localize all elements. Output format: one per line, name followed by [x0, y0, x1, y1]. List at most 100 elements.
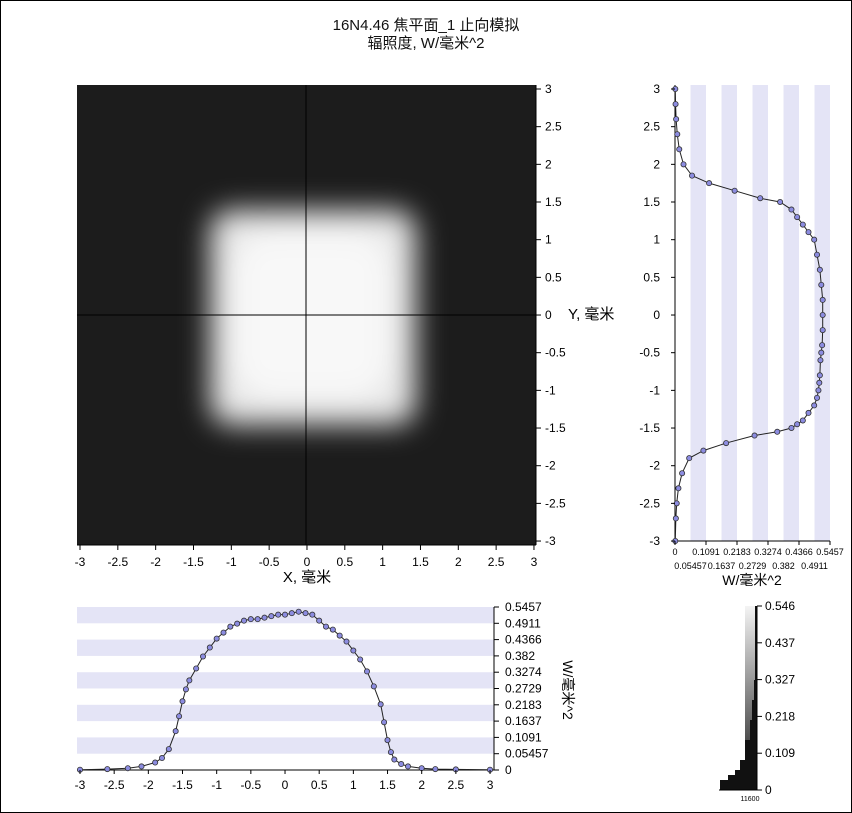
hprofile-x-tick-label: -3 — [75, 778, 86, 792]
map-x-tick-label: -1 — [226, 555, 237, 569]
colorbar-tick-label: 0 — [765, 783, 772, 797]
hprofile-y-tick-label: 0.4911 — [505, 616, 541, 630]
map-x-ticks: -3 -2.5 -2 -1.5 -1 -0.5 0 0.5 1 1.5 2 2.5 3 — [75, 545, 538, 569]
map-y-tick-label: -1 — [545, 383, 556, 397]
colorbar-tick-label: 0.546 — [765, 599, 795, 613]
colorbar-count: 11600 — [741, 796, 760, 803]
vprofile-x-label: W/毫米^2 — [722, 572, 782, 588]
profile-band — [783, 85, 799, 541]
map-x-tick-label: 1.5 — [412, 555, 429, 569]
hprofile-point — [302, 610, 309, 617]
hprofile-point — [261, 614, 268, 621]
hprofile-point — [377, 701, 384, 708]
profile-bands — [690, 85, 830, 541]
vprofile-y-tick-label: -3 — [649, 534, 660, 548]
hprofile-x-tick-label: -1 — [211, 778, 222, 792]
hprofile-point — [404, 763, 411, 770]
hprofile-point — [227, 623, 234, 630]
vprofile-y-tick-label: 2.5 — [643, 120, 660, 134]
vprofile-x-tick-label: 0.05457 — [674, 561, 707, 571]
hprofile-x-ticks: -3 -2.5 -2 -1.5 -1 -0.5 0 0.5 1 1.5 2 2.5 3 — [75, 770, 494, 792]
hprofile-point — [186, 677, 193, 684]
hprofile-y-tick-label: 0.2729 — [505, 682, 542, 696]
vprofile-point — [816, 379, 823, 386]
hprofile-y-tick-label: 0.05457 — [505, 747, 549, 761]
vprofile-y-tick-label: 1.5 — [643, 195, 660, 209]
vprofile-point — [818, 281, 825, 288]
vprofile-point — [680, 161, 687, 168]
vprofile-point — [751, 432, 758, 439]
vprofile-point — [814, 251, 821, 258]
hprofile-point — [384, 737, 391, 744]
map-x-label: X, 毫米 — [283, 568, 331, 586]
hprofile-point — [387, 749, 394, 756]
hprofile-point — [432, 766, 439, 773]
colorbar-tick-label: 0.218 — [765, 709, 795, 723]
hprofile-y-tick-label: 0.4366 — [505, 633, 542, 647]
vprofile-point — [706, 180, 713, 187]
vprofile-y-tick-label: -1.5 — [639, 421, 660, 435]
vprofile-point — [676, 146, 683, 153]
vprofile-point — [777, 198, 784, 205]
vprofile-point — [794, 214, 801, 221]
map-y-tick-label: 1 — [545, 233, 552, 247]
vprofile-y-tick-label: 0 — [653, 308, 660, 322]
hprofile-x-tick-label: -1.5 — [172, 778, 193, 792]
map-x-tick-label: 2.5 — [488, 555, 505, 569]
chart-title: 16N4.46 焦平面_1 止向模拟 — [332, 17, 520, 34]
hprofile-x-tick-label: 2 — [418, 778, 425, 792]
hprofile-point — [172, 728, 179, 735]
vprofile-point — [675, 485, 682, 492]
vprofile-point — [774, 428, 781, 435]
vprofile-x-tick-label: 0.5457 — [816, 547, 844, 557]
map-y-tick-label: -2.5 — [545, 496, 566, 510]
map-y-tick-label: -3 — [545, 534, 556, 548]
vprofile-point — [819, 311, 826, 318]
map-x-tick-label: 0.5 — [336, 555, 353, 569]
vprofile-point — [819, 327, 826, 334]
vprofile-point — [686, 455, 693, 462]
vprofile-point — [672, 515, 679, 522]
vprofile-line — [674, 88, 824, 542]
vertical-profile-series — [672, 86, 826, 545]
colorbar — [719, 606, 758, 791]
hprofile-point — [350, 647, 357, 654]
horizontal-profile-series — [77, 608, 493, 773]
hprofile-point — [322, 623, 329, 630]
hprofile-point — [193, 665, 200, 672]
hprofile-point — [309, 611, 316, 618]
hprofile-x-tick-label: 1 — [350, 778, 357, 792]
hprofile-point — [220, 629, 227, 636]
map-y-tick-label: -0.5 — [545, 346, 566, 360]
map-y-tick-label: -1.5 — [545, 421, 566, 435]
map-y-tick-label: 3 — [545, 82, 552, 96]
vprofile-point — [818, 349, 825, 356]
profile-band — [77, 639, 494, 656]
vprofile-point — [817, 357, 824, 364]
hprofile-point — [234, 620, 241, 627]
hprofile-point — [176, 713, 183, 720]
hprofile-point — [281, 611, 288, 618]
hprofile-point — [213, 635, 220, 642]
hprofile-point — [247, 616, 254, 623]
hprofile-y-tick-label: 0.2183 — [505, 698, 542, 712]
hprofile-point — [295, 608, 302, 615]
map-y-tick-label: -2 — [545, 459, 556, 473]
vprofile-y-tick-label: 0.5 — [643, 270, 660, 284]
map-x-tick-label: -3 — [75, 555, 86, 569]
profile-band — [752, 85, 768, 541]
vprofile-x-tick-label: 0.382 — [772, 561, 795, 571]
map-x-tick-label: 0 — [304, 555, 311, 569]
vprofile-y-tick-label: -2 — [649, 459, 660, 473]
hprofile-point — [370, 683, 377, 690]
hprofile-point — [240, 617, 247, 624]
hprofile-point — [124, 765, 131, 772]
vprofile-point — [819, 342, 826, 349]
hprofile-point — [398, 761, 405, 768]
vprofile-point — [672, 101, 679, 108]
vprofile-point — [788, 206, 795, 213]
vprofile-x-tick-label: 0.1091 — [692, 547, 720, 557]
hprofile-y-tick-label: 0.3274 — [505, 665, 542, 679]
map-x-tick-label: 1 — [379, 555, 386, 569]
